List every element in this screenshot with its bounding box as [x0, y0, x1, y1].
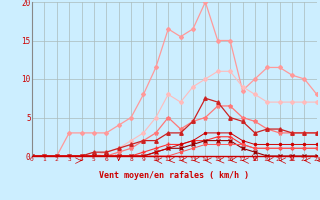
- X-axis label: Vent moyen/en rafales ( km/h ): Vent moyen/en rafales ( km/h ): [100, 171, 249, 180]
